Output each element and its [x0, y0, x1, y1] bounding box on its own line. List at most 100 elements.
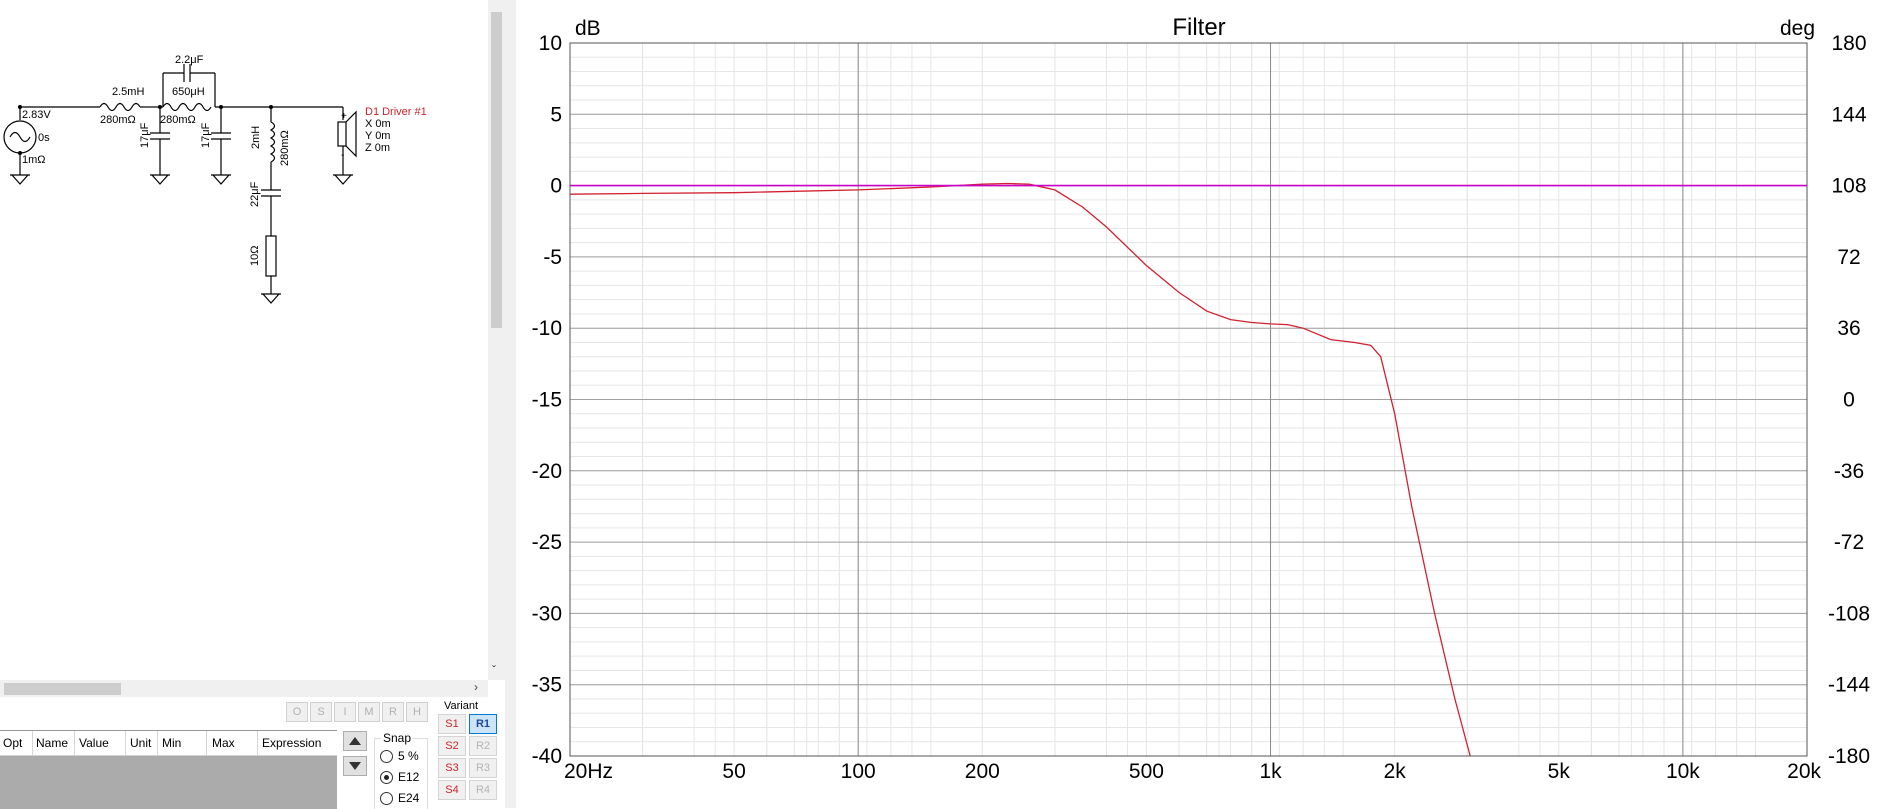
- parameter-table[interactable]: Opt Name Value Unit Min Max Expression: [0, 730, 337, 809]
- c2-value-label: 17μF: [200, 122, 212, 148]
- y-axis-unit-label: dB: [575, 17, 601, 40]
- vertical-scroll-thumb[interactable]: [491, 12, 502, 328]
- y2-tick-label: 144: [1831, 103, 1866, 126]
- triangle-down-icon: [349, 762, 361, 770]
- scroll-down-icon[interactable]: ˇ: [492, 663, 496, 677]
- toolbar-button-s[interactable]: S: [310, 702, 332, 722]
- driver-z-label: Z 0m: [365, 142, 390, 154]
- column-header-expression[interactable]: Expression: [262, 736, 322, 750]
- snap-radio-e24[interactable]: [380, 792, 393, 805]
- variant-r2-button[interactable]: R2: [469, 736, 497, 756]
- column-header-name[interactable]: Name: [36, 736, 69, 750]
- snap-title: Snap: [381, 731, 414, 745]
- scroll-right-icon[interactable]: ›: [474, 680, 478, 694]
- x-tick-label: 20k: [1787, 760, 1821, 783]
- y2-axis-unit-label: deg: [1780, 17, 1815, 40]
- scroll-up-icon[interactable]: ˆ: [492, 0, 496, 10]
- driver-x-label: X 0m: [365, 118, 391, 130]
- variant-r4-button[interactable]: R4: [469, 780, 497, 800]
- column-header-min[interactable]: Min: [162, 736, 182, 750]
- horizontal-scroll-thumb[interactable]: [4, 683, 121, 695]
- x-tick-label: 5k: [1548, 760, 1571, 783]
- chart-title: Filter: [1172, 14, 1225, 41]
- x-tick-label: 2k: [1384, 760, 1407, 783]
- y-tick-label: -15: [532, 389, 562, 412]
- y2-tick-label: 108: [1831, 175, 1866, 198]
- l1-inductance-label: 2.5mH: [112, 86, 144, 98]
- variant-r1-button[interactable]: R1: [469, 714, 497, 734]
- driver-minus-label: -: [341, 150, 344, 161]
- l2-resistance-label: 280mΩ: [160, 114, 196, 126]
- snap-radio-5pct[interactable]: [380, 750, 393, 763]
- x-tick-label: 1k: [1259, 760, 1282, 783]
- variant-title: Variant: [444, 700, 479, 712]
- toolbar-button-r[interactable]: R: [382, 702, 404, 722]
- driver-y-label: Y 0m: [365, 130, 390, 142]
- column-header-unit[interactable]: Unit: [130, 736, 152, 750]
- l2-inductance-label: 650μH: [172, 86, 205, 98]
- column-header-opt[interactable]: Opt: [3, 736, 23, 750]
- variant-s1-button[interactable]: S1: [438, 714, 466, 734]
- variant-s2-button[interactable]: S2: [438, 736, 466, 756]
- y2-tick-label: -180: [1828, 745, 1870, 768]
- snap-option-e24: E24: [398, 791, 420, 805]
- move-down-button[interactable]: [343, 756, 367, 776]
- x-tick-label: 100: [841, 760, 876, 783]
- x-tick-label: 200: [965, 760, 1000, 783]
- source-delay-label: 0s: [38, 132, 50, 144]
- table-header: Opt Name Value Unit Min Max Expression: [0, 731, 337, 756]
- snap-option-5pct: 5 %: [398, 749, 419, 763]
- horizontal-scrollbar[interactable]: [0, 680, 488, 697]
- y-tick-label: 5: [550, 103, 562, 126]
- c1-value-label: 17μF: [139, 122, 151, 148]
- l3-resistance-label: 280mΩ: [279, 130, 291, 166]
- y-tick-label: -10: [532, 317, 562, 340]
- x-tick-label: 10k: [1666, 760, 1700, 783]
- y-tick-label: 0: [550, 175, 562, 198]
- schematic-panel: [0, 0, 505, 808]
- l1-resistance-label: 280mΩ: [100, 114, 136, 126]
- toolbar-button-o[interactable]: O: [286, 702, 308, 722]
- y-tick-label: -5: [543, 246, 562, 269]
- toolbar-button-h[interactable]: H: [406, 702, 428, 722]
- variant-s3-button[interactable]: S3: [438, 758, 466, 778]
- variant-r3-button[interactable]: R3: [469, 758, 497, 778]
- y2-tick-label: -36: [1834, 460, 1864, 483]
- y2-tick-label: -72: [1834, 531, 1864, 554]
- c-top-value-label: 2.2μF: [175, 54, 204, 66]
- y-tick-label: 10: [539, 32, 562, 55]
- panel-divider[interactable]: [505, 0, 516, 808]
- y-tick-label: -25: [532, 531, 562, 554]
- schematic-canvas[interactable]: 2.83V 0s 1mΩ 2.5mH 280mΩ 2.2μF 650μH 280…: [0, 0, 488, 680]
- r1-value-label: 10Ω: [249, 246, 261, 266]
- y2-tick-label: 180: [1831, 32, 1866, 55]
- l3-inductance-label: 2mH: [250, 126, 262, 149]
- driver-plus-label: +: [341, 111, 347, 122]
- variant-s4-button[interactable]: S4: [438, 780, 466, 800]
- driver-name-label: D1 Driver #1: [365, 106, 427, 118]
- y2-tick-label: -144: [1828, 674, 1870, 697]
- y2-tick-label: 0: [1843, 389, 1855, 412]
- x-tick-label: 20Hz: [564, 760, 613, 783]
- column-header-value[interactable]: Value: [79, 736, 109, 750]
- c3-value-label: 22μF: [249, 181, 261, 207]
- snap-option-e12: E12: [398, 770, 420, 784]
- triangle-up-icon: [349, 737, 361, 745]
- y-tick-label: -30: [532, 602, 562, 625]
- y2-tick-label: 72: [1837, 246, 1860, 269]
- column-header-max[interactable]: Max: [212, 736, 235, 750]
- toolbar-button-i[interactable]: I: [334, 702, 356, 722]
- y2-tick-label: 36: [1837, 317, 1860, 340]
- toolbar-button-m[interactable]: M: [358, 702, 380, 722]
- x-tick-label: 500: [1129, 760, 1164, 783]
- y-tick-label: -40: [532, 745, 562, 768]
- source-resistance-label: 1mΩ: [22, 154, 46, 166]
- y-tick-label: -35: [532, 674, 562, 697]
- response-curve: [569, 182, 1471, 757]
- x-tick-label: 50: [722, 760, 745, 783]
- y-tick-label: -20: [532, 460, 562, 483]
- filter-response-chart[interactable]: 1050-5-10-15-20-25-30-35-401801441087236…: [516, 0, 1890, 808]
- move-up-button[interactable]: [343, 731, 367, 751]
- snap-radio-e12[interactable]: [380, 771, 393, 784]
- y2-tick-label: -108: [1828, 602, 1870, 625]
